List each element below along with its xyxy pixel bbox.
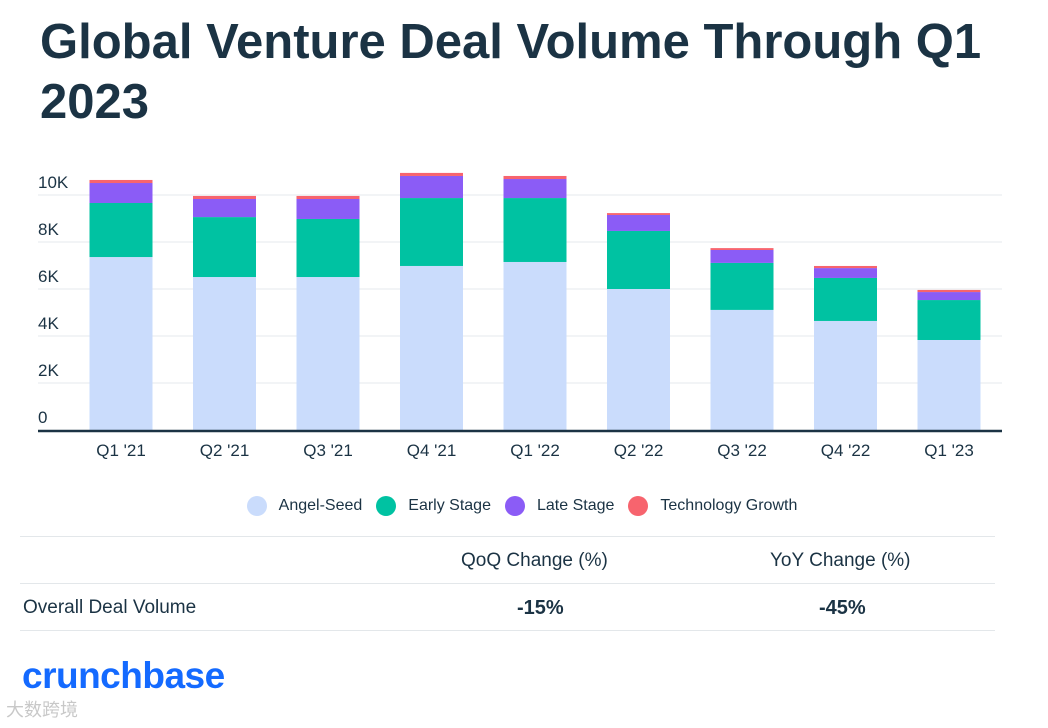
x-tick-label: Q4 '21 <box>407 441 457 460</box>
legend-swatch <box>376 496 397 516</box>
legend-label: Early Stage <box>408 497 491 514</box>
chart-title: Global Venture Deal Volume Through Q1 20… <box>40 15 982 129</box>
legend-label: Angel-Seed <box>278 497 363 514</box>
bar-angel-seed <box>503 261 567 430</box>
x-tick-label: Q4 '22 <box>821 441 871 460</box>
qoq-header: QoQ Change (%) <box>461 550 608 571</box>
bar-late-stage <box>400 175 463 199</box>
bar-technology-growth <box>503 175 567 180</box>
bar-angel-seed <box>607 289 670 430</box>
legend: Angel-Seed Early Stage Late Stage Technolog… <box>0 496 1048 516</box>
table-header-row: QoQ Change (%) YoY Change (%) <box>20 536 995 583</box>
bar-technology-growth <box>193 195 256 199</box>
bar-technology-growth <box>607 213 670 215</box>
row-label: Overall Deal Volume <box>23 597 197 618</box>
bar-early-stage <box>400 198 463 266</box>
bar-late-stage <box>296 198 360 219</box>
bar-late-stage <box>917 292 981 301</box>
y-tick-label: 2K <box>38 361 59 380</box>
yoy-header: YoY Change (%) <box>770 550 911 571</box>
x-tick-label: Q1 '21 <box>96 441 146 460</box>
y-tick-label: 0 <box>38 408 47 427</box>
bar-angel-seed <box>400 265 463 430</box>
change-table: QoQ Change (%) YoY Change (%) Overall De… <box>20 536 995 631</box>
y-tick-label: 4K <box>38 314 59 333</box>
qoq-value: -15% <box>517 597 564 619</box>
legend-swatch <box>246 496 267 516</box>
bar-angel-seed <box>814 320 877 430</box>
legend-swatch <box>504 496 525 516</box>
bar-late-stage <box>193 198 256 218</box>
x-tick-label: Q3 '22 <box>717 441 767 460</box>
legend-item: Early Stage <box>376 496 491 516</box>
legend-item: Angel-Seed <box>246 496 363 516</box>
legend-label: Late Stage <box>536 497 615 514</box>
bar-early-stage <box>296 218 360 278</box>
bar-angel-seed <box>193 277 256 430</box>
bar-angel-seed <box>296 277 360 430</box>
bar-technology-growth <box>400 172 463 176</box>
x-tick-label: Q3 '21 <box>303 441 353 460</box>
x-tick-label: Q1 '23 <box>924 441 974 460</box>
bar-technology-growth <box>917 289 981 293</box>
legend-swatch <box>628 496 649 516</box>
yoy-value: -45% <box>819 597 866 619</box>
bar-early-stage <box>607 230 670 289</box>
crunchbase-logo: crunchbase <box>22 655 225 696</box>
x-tick-label: Q2 '22 <box>614 441 664 460</box>
bar-early-stage <box>503 198 567 262</box>
stacked-bar-chart: 0 2K 4K 6K 8K 10K Q1 '21 Q2 '21 Q3 '21 Q4 '21 Q1 '… <box>38 172 1002 460</box>
bar-late-stage <box>814 268 877 278</box>
y-tick-label: 10K <box>38 173 69 192</box>
bar-early-stage <box>89 202 153 258</box>
legend-label: Technology Growth <box>660 497 798 514</box>
bar-angel-seed <box>917 339 981 430</box>
bar-technology-growth <box>710 248 774 250</box>
y-tick-label: 8K <box>38 220 59 239</box>
bar-early-stage <box>917 300 981 340</box>
bar-angel-seed <box>89 257 153 430</box>
bar-technology-growth <box>89 179 153 184</box>
bar-late-stage <box>503 179 567 199</box>
bar-early-stage <box>710 262 774 310</box>
bar-early-stage <box>814 277 877 321</box>
x-tick-label: Q1 '22 <box>510 441 560 460</box>
bar-late-stage <box>89 183 153 203</box>
bar-late-stage <box>607 214 670 231</box>
bar-angel-seed <box>710 309 774 430</box>
bar-early-stage <box>193 217 256 278</box>
legend-item: Late Stage <box>504 496 615 516</box>
bar-technology-growth <box>296 195 360 199</box>
y-tick-label: 6K <box>38 267 59 286</box>
bar-technology-growth <box>814 265 877 269</box>
table-row: Overall Deal Volume -15% -45% <box>20 583 995 631</box>
bar-late-stage <box>710 249 774 263</box>
x-tick-label: Q2 '21 <box>200 441 250 460</box>
legend-item: Technology Growth <box>628 496 797 516</box>
watermark: 大数跨境 <box>6 700 78 720</box>
